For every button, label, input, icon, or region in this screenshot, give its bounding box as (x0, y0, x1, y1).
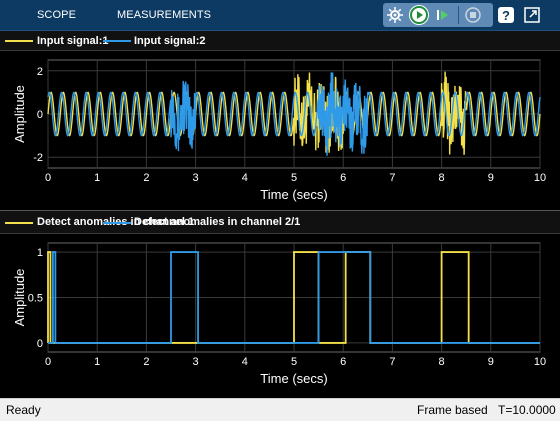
legend-plot-2: Detect anomalies in channel 1 Detect ano… (0, 211, 560, 234)
svg-text:?: ? (502, 8, 510, 23)
plot2-xtick-label: 8 (439, 356, 445, 368)
legend-swatch-channel-2 (103, 222, 131, 224)
tab-scope[interactable]: SCOPE (37, 9, 77, 21)
stop-icon (465, 7, 481, 23)
plot1-ytick-label: 0 (37, 109, 43, 121)
help-button[interactable]: ? (496, 5, 516, 25)
status-bar: Ready Frame based T=10.0000 (0, 398, 560, 421)
plot2-xtick-label: 0 (45, 356, 51, 368)
status-ready: Ready (6, 403, 41, 417)
settings-button[interactable] (385, 5, 405, 25)
simulation-controls (383, 3, 493, 27)
plot1-xtick-label: 0 (45, 172, 51, 184)
settings-icon (387, 7, 403, 23)
plot2-xtick-label: 1 (94, 356, 100, 368)
plot2-xtick-label: 7 (389, 356, 395, 368)
plot1-xtick-label: 5 (291, 172, 297, 184)
plot2-ytick-label: 0.5 (28, 293, 43, 305)
status-time: T=10.0000 (498, 403, 556, 417)
plot1-xtick-label: 4 (242, 172, 248, 184)
plot1-xtick-label: 6 (340, 172, 346, 184)
plot1-ytick-label: 2 (37, 66, 43, 78)
undock-icon (524, 7, 540, 23)
legend-swatch-input-2 (103, 40, 131, 42)
plot2-xtick-label: 10 (534, 356, 546, 368)
legend-label-input-1[interactable]: Input signal:1 (37, 35, 109, 47)
plot2-xtick-label: 9 (488, 356, 494, 368)
plot2-series-1 (47, 251, 540, 344)
legend-label-channel-2[interactable]: Detect anomalies in channel 2/1 (134, 216, 301, 228)
undock-button[interactable] (522, 5, 542, 25)
plot2-ylabel: Amplitude (12, 269, 27, 327)
plot-2[interactable]: 0 1 2 3 4 5 6 7 8 9 10 1 0.5 0 Time (secs) Amplitude (0, 234, 560, 397)
plot1-xtick-label: 2 (143, 172, 149, 184)
status-mode: Frame based (417, 403, 488, 417)
plot1-xtick-label: 9 (488, 172, 494, 184)
plot1-xtick-label: 7 (389, 172, 395, 184)
legend-plot-1: Input signal:1 Input signal:2 (0, 31, 560, 51)
plot2-xtick-label: 2 (143, 356, 149, 368)
plot2-xtick-label: 6 (340, 356, 346, 368)
step-forward-icon (437, 10, 448, 20)
run-button[interactable] (409, 5, 429, 25)
toolstrip-border (0, 30, 560, 31)
plot2-xtick-label: 5 (291, 356, 297, 368)
plot2-xtick-label: 3 (193, 356, 199, 368)
plot1-ytick-label: -2 (33, 152, 43, 164)
plot1-xtick-label: 1 (94, 172, 100, 184)
legend-swatch-channel-1 (5, 222, 33, 224)
plot2-ytick-label: 1 (37, 247, 43, 259)
plot-divider (0, 210, 560, 211)
plot1-xlabel: Time (secs) (260, 187, 327, 202)
legend-swatch-input-1 (5, 40, 33, 42)
plot2-xtick-label: 4 (242, 356, 248, 368)
run-icon (410, 6, 428, 24)
plot1-ylabel: Amplitude (12, 85, 27, 143)
plot1-xtick-label: 8 (439, 172, 445, 184)
legend-label-input-2[interactable]: Input signal:2 (134, 35, 206, 47)
plot2-xlabel: Time (secs) (260, 371, 327, 386)
tab-measurements[interactable]: MEASUREMENTS (117, 9, 212, 21)
plot2-ytick-label: 0 (37, 338, 43, 350)
help-icon: ? (498, 7, 514, 23)
plot2-series-2 (48, 251, 540, 344)
plot1-xtick-label: 10 (534, 172, 546, 184)
toolstrip: SCOPE MEASUREMENTS (0, 0, 560, 30)
stop-button[interactable] (463, 5, 483, 25)
step-forward-button[interactable] (433, 5, 453, 25)
plot1-series-2 (47, 72, 541, 156)
plot1-xtick-label: 3 (193, 172, 199, 184)
